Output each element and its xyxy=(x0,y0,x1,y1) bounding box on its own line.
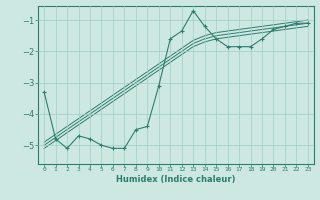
X-axis label: Humidex (Indice chaleur): Humidex (Indice chaleur) xyxy=(116,175,236,184)
